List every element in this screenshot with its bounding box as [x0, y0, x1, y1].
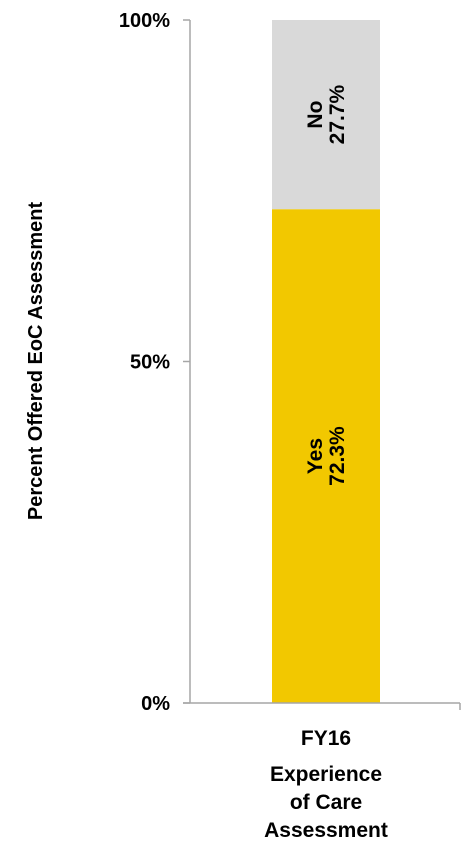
bar-segment-yes [272, 209, 380, 704]
y-axis-title: Percent Offered EoC Assessment [25, 202, 47, 521]
y-tick-label: 100% [119, 10, 170, 32]
bar-label-no: No 27.7% [304, 84, 349, 144]
bar-label-yes: Yes 72.3% [304, 426, 349, 486]
x-category-sublabel: of Care [290, 791, 362, 814]
x-category-label: FY16 [301, 727, 351, 750]
bar-value-label: 72.3% [326, 426, 349, 486]
bar-series-name-label: Yes [304, 438, 327, 474]
y-tick-group: 0% 50% 100% [119, 10, 190, 715]
category-label-group: FY16 Experience of Care Assessment [264, 727, 388, 842]
x-category-sublabel: Experience [270, 763, 382, 786]
bar-series-name-label: No [304, 101, 327, 129]
bar-segment-no [272, 20, 380, 210]
bar-label-group: Yes 72.3% No 27.7% [304, 84, 349, 485]
bar-value-label: 27.7% [326, 84, 349, 144]
x-category-sublabel: Assessment [264, 819, 388, 842]
y-tick-label: 0% [141, 693, 170, 715]
bar-series-group [272, 20, 380, 704]
y-tick-label: 50% [130, 352, 170, 374]
